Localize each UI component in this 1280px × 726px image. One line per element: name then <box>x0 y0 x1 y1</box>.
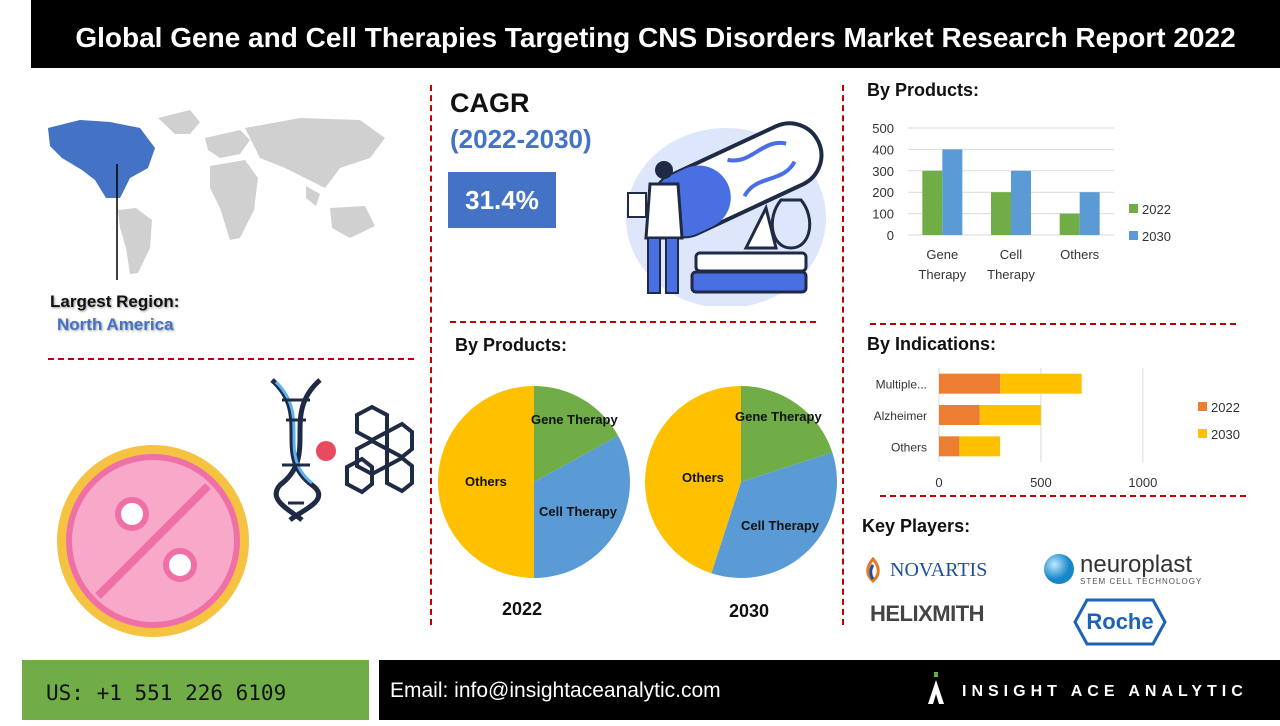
pie2030-slice-0 <box>741 386 833 482</box>
page-title: Global Gene and Cell Therapies Targeting… <box>31 0 1280 68</box>
hbar-category-label: Others <box>891 440 927 454</box>
neuroplast-logo: neuroplast STEM CELL TECHNOLOGY <box>1042 552 1202 586</box>
pie-2022-label-others: Others <box>465 474 507 489</box>
divider-right <box>842 85 844 625</box>
bar-legend-swatch-2022 <box>1129 204 1138 213</box>
divider-left-h <box>48 358 414 360</box>
cagr-label: CAGR <box>450 88 530 118</box>
bar-2030 <box>1079 192 1100 235</box>
region-value: North America <box>57 315 174 334</box>
novartis-logo: NOVARTIS <box>862 556 987 584</box>
cagr-value: 31.4% <box>448 172 556 228</box>
footer-phone: US: +1 551 226 6109 <box>22 660 369 720</box>
pie2022-slice-0 <box>534 386 619 482</box>
pie-2030-label-cell: Cell Therapy <box>741 518 820 533</box>
divider-left <box>430 85 432 625</box>
bar-2030 <box>1011 170 1031 235</box>
hbar-legend-swatch-2022 <box>1198 402 1207 411</box>
novartis-flame-icon <box>866 557 880 583</box>
pie-2022-label-cell: Cell Therapy <box>539 504 618 519</box>
region-label: Largest Region: <box>50 292 180 311</box>
footer-email[interactable]: Email: info@insightaceanalytic.com <box>390 679 721 702</box>
cagr-years: (2022-2030) <box>450 124 592 154</box>
bar-2030 <box>942 149 963 235</box>
bar-legend-label: 2022 <box>1142 202 1171 217</box>
brand-name: INSIGHT ACE ANALYTIC <box>962 683 1248 700</box>
neuroplast-sphere-icon <box>1044 554 1074 584</box>
hbar-legend-swatch-2030 <box>1198 429 1207 438</box>
bar-y-tick-label: 300 <box>872 164 894 179</box>
pie-chart-title: By Products: <box>455 335 568 355</box>
hbar-x-tick-label: 500 <box>1030 475 1052 490</box>
bar-2022 <box>1059 213 1080 235</box>
bar-y-tick-label: 500 <box>872 121 894 136</box>
neuroplast-subtext: STEM CELL TECHNOLOGY <box>1080 576 1203 586</box>
pie-2022-label-gene: Gene Therapy <box>531 412 618 427</box>
key-players-title: Key Players: <box>862 516 971 536</box>
percent-icon <box>57 445 249 637</box>
hbar-2030 <box>979 405 1041 425</box>
hbar-2030 <box>1000 373 1082 394</box>
neuroplast-text: neuroplast <box>1080 550 1193 578</box>
bar-category-label: Others <box>1060 247 1100 262</box>
pie2030-slice-2 <box>645 386 741 574</box>
pie-chart-2030 <box>645 386 837 578</box>
dna-icon <box>270 378 414 522</box>
divider-right-h1 <box>870 323 1236 325</box>
pie-2030-year: 2030 <box>729 601 770 621</box>
divider-right-h2 <box>880 495 1246 497</box>
bar-y-tick-label: 100 <box>872 207 894 222</box>
bar-2022 <box>991 192 1011 235</box>
bar-y-tick-label: 400 <box>872 142 894 157</box>
bar-y-tick-label: 200 <box>872 185 894 200</box>
hbar-2022 <box>939 373 1001 394</box>
bar-2022 <box>922 170 943 235</box>
bar-category-label: Gene <box>926 247 958 262</box>
bar-legend-label: 2030 <box>1142 229 1171 244</box>
helixmith-logo: HELIXMITH <box>870 601 985 626</box>
hbar-2030 <box>959 436 1001 457</box>
pie-2030-label-others: Others <box>682 470 724 485</box>
hbar-legend-label: 2030 <box>1211 427 1240 442</box>
bar-category-label: Therapy <box>987 267 1035 282</box>
pie-2030-label-gene: Gene Therapy <box>735 409 822 424</box>
products-bar-chart: 0 100 200 300 400 500 Gene Therapy Cell Therapy Ot… <box>872 121 1171 282</box>
brand-logo-icon <box>928 672 944 704</box>
bar-chart-title: By Products: <box>867 80 980 100</box>
novartis-text: NOVARTIS <box>890 558 988 581</box>
hbar-x-tick-label: 0 <box>935 475 942 490</box>
bar-category-label: Therapy <box>918 267 966 282</box>
bar-y-tick-label: 0 <box>887 228 894 243</box>
hbar-category-label: Multiple... <box>876 378 927 392</box>
roche-hexagon-icon <box>1073 598 1167 646</box>
indications-chart-title: By Indications: <box>867 334 997 354</box>
divider-middle-h <box>450 321 816 323</box>
world-map <box>48 110 385 280</box>
indications-bar-chart: 0 500 1000 Multiple... Alzheimer Others 2022 20… <box>874 368 1240 490</box>
scientist-illustration <box>626 121 826 306</box>
hbar-legend-label: 2022 <box>1211 400 1240 415</box>
pie-chart-2022 <box>438 386 630 578</box>
bar-category-label: Cell <box>1000 247 1023 262</box>
pie2022-slice-1 <box>534 435 630 578</box>
pie-2022-year: 2022 <box>502 599 543 619</box>
pie2022-slice-2 <box>438 386 534 578</box>
footer-bar <box>379 660 1280 720</box>
hbar-2022 <box>939 436 960 457</box>
bar-legend-swatch-2030 <box>1129 231 1138 240</box>
hbar-x-tick-label: 1000 <box>1128 475 1157 490</box>
hbar-2022 <box>939 405 980 425</box>
roche-text: Roche <box>1086 609 1154 634</box>
hbar-category-label: Alzheimer <box>874 409 927 423</box>
pie2030-slice-1 <box>711 452 837 578</box>
roche-logo: Roche <box>1073 598 1167 651</box>
